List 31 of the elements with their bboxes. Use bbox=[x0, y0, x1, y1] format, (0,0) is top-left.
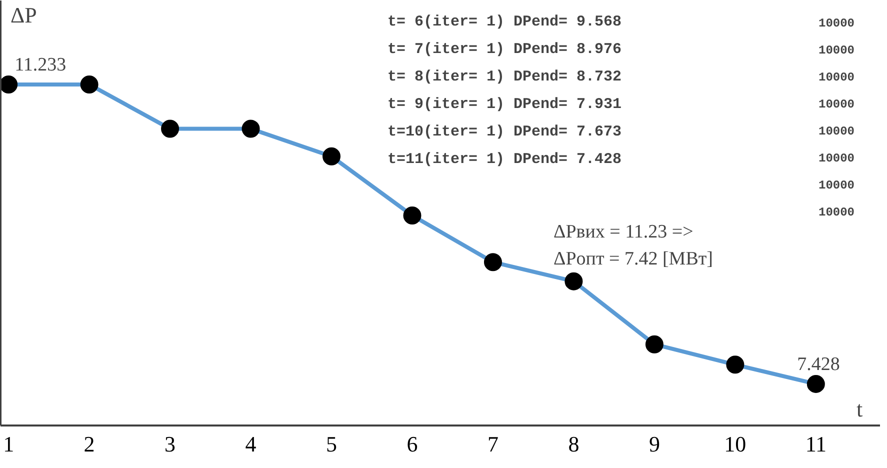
annotation: 10000 bbox=[818, 178, 855, 192]
annotation: 10000 bbox=[818, 124, 855, 138]
annotation: t= 6(iter= 1) DPend= 9.568 bbox=[388, 14, 622, 30]
annotation: 10000 bbox=[818, 70, 855, 84]
data-label: 7.428 bbox=[797, 354, 840, 375]
x-tick-label: 7 bbox=[487, 432, 498, 456]
annotation: 10000 bbox=[818, 16, 855, 30]
x-tick-label: 5 bbox=[326, 432, 338, 456]
x-tick-label: 8 bbox=[568, 432, 580, 456]
annotation: ΔPопт = 7.42 [МВт] bbox=[554, 248, 713, 270]
annotation: t= 7(iter= 1) DPend= 8.976 bbox=[388, 41, 622, 58]
data-label: 11.233 bbox=[14, 54, 66, 76]
x-tick-label: 6 bbox=[406, 432, 418, 456]
x-tick-label: 3 bbox=[164, 432, 176, 456]
annotation: t= 9(iter= 1) DPend= 7.931 bbox=[388, 96, 622, 113]
annotation: 10000 bbox=[818, 44, 855, 58]
annotation: t=11(iter= 1) DPend= 7.428 bbox=[388, 151, 622, 168]
x-tick-label: 9 bbox=[648, 432, 660, 456]
annotation: 10000 bbox=[818, 152, 855, 166]
x-tick-label: 11 bbox=[805, 432, 827, 456]
x-axis-title: t bbox=[856, 396, 863, 422]
annotation: t= 8(iter= 1) DPend= 8.732 bbox=[388, 68, 622, 86]
x-tick-label: 4 bbox=[245, 432, 256, 456]
y-axis-title: ΔP bbox=[10, 2, 37, 28]
x-tick-label: 10 bbox=[724, 432, 746, 456]
annotation: 10000 bbox=[818, 98, 855, 112]
x-tick-label: 1 bbox=[3, 432, 14, 456]
annotation: ΔPвих = 11.23 => bbox=[554, 222, 694, 242]
x-tick-label: 2 bbox=[84, 432, 95, 456]
annotation: t=10(iter= 1) DPend= 7.673 bbox=[388, 124, 622, 140]
annotation: 10000 bbox=[818, 206, 855, 220]
